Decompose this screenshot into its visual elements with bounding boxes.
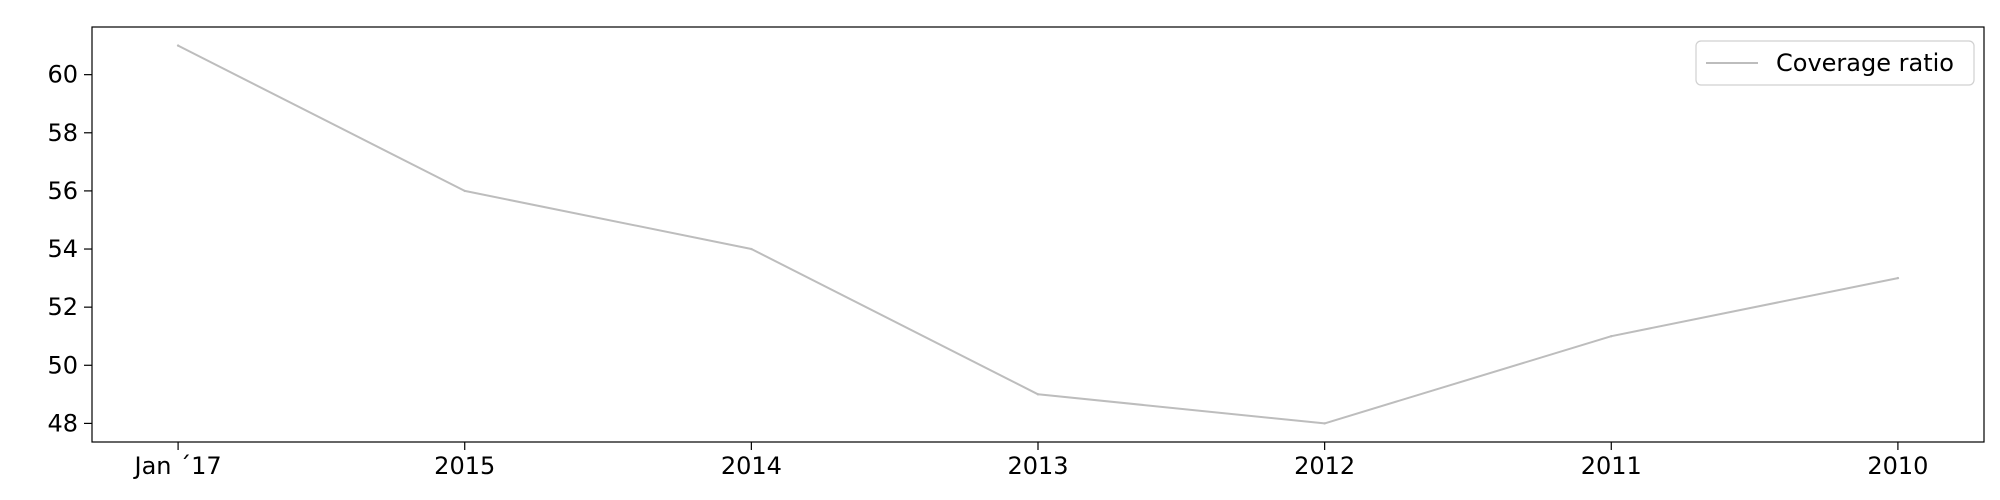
- data-point: [1036, 393, 1040, 396]
- x-tick-label: 2013: [1007, 452, 1068, 480]
- legend-label: Coverage ratio: [1776, 49, 1954, 77]
- x-tick-label: 2012: [1294, 452, 1355, 480]
- data-point: [750, 247, 753, 251]
- data-point: [1896, 276, 1900, 280]
- data-point: [1610, 335, 1613, 338]
- legend-box: [1695, 40, 1975, 86]
- y-tick-label: 58: [47, 119, 78, 147]
- x-tick-label: 2015: [434, 452, 495, 480]
- legend: Coverage ratio: [1695, 40, 1975, 86]
- y-tick-label: 48: [47, 409, 78, 437]
- x-tick-label: Jan ´17: [133, 452, 222, 480]
- data-point: [176, 44, 180, 47]
- data-point: [463, 189, 466, 193]
- y-tick-label: 60: [47, 61, 78, 89]
- data-point: [1323, 422, 1326, 425]
- x-tick-label: 2010: [1867, 452, 1928, 480]
- plot-area: [176, 44, 1900, 425]
- y-tick-label: 50: [47, 351, 78, 379]
- x-tick-label: 2011: [1581, 452, 1642, 480]
- x-tick-label: 2014: [721, 452, 782, 480]
- axes: 48 50 52 54 56 58 60 Jan ´17 2015 2014 2013 2012 201…: [47, 26, 1985, 480]
- y-tick-label: 54: [47, 235, 78, 263]
- y-tick-label: 52: [47, 293, 78, 321]
- y-tick-label: 56: [47, 177, 78, 205]
